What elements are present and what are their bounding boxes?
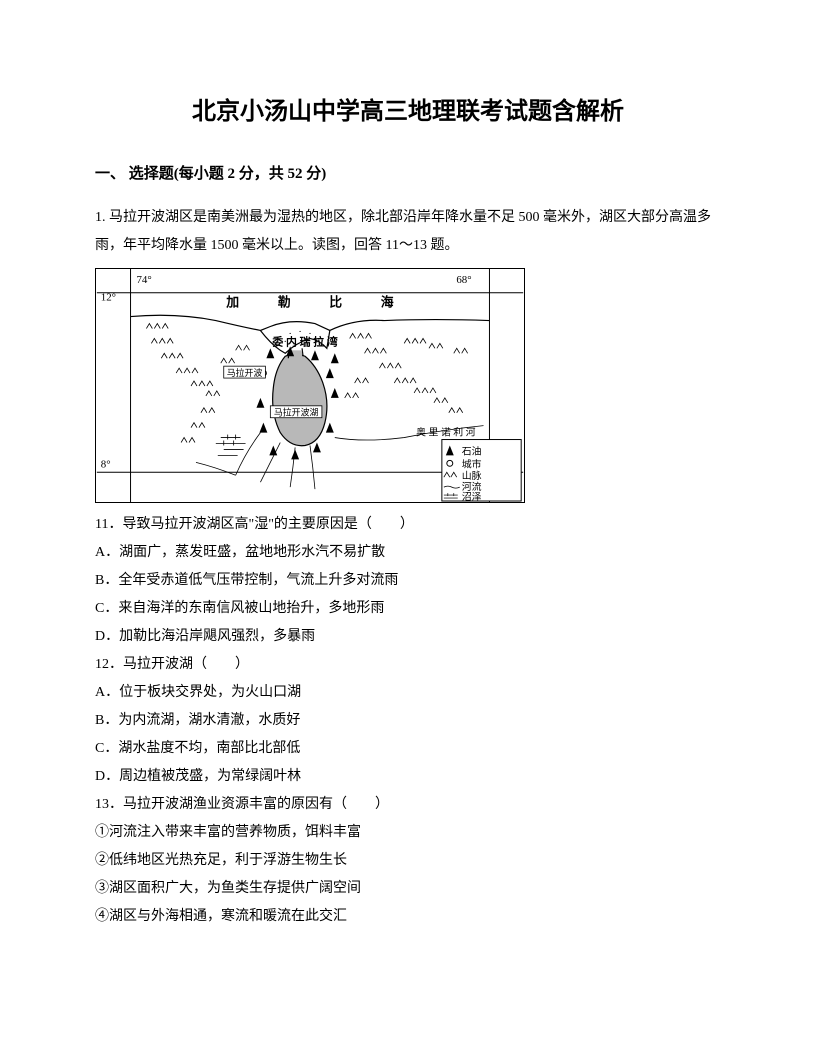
q13-sub-3: ③湖区面积广大，为鱼类生存提供广阔空间 [95, 875, 721, 903]
q13-sub-4: ④湖区与外海相通，寒流和暖流在此交汇 [95, 903, 721, 931]
legend-box [442, 440, 521, 501]
svg-text:城市: 城市 [462, 457, 482, 470]
lon-left: 74° [136, 274, 151, 286]
q11-option-b: B．全年受赤道低气压带控制，气流上升多对流雨 [95, 567, 721, 595]
q13-stem: 13．马拉开波湖渔业资源丰富的原因有（ ） [95, 791, 721, 819]
svg-text:山脉: 山脉 [462, 469, 482, 482]
q11-option-d: D．加勒比海沿岸飓风强烈，多暴雨 [95, 623, 721, 651]
lat-top: 12° [101, 292, 116, 304]
city-label: 马拉开波 [227, 367, 263, 378]
bay-label: 委 内 瑞 拉 湾 [271, 335, 337, 349]
section-header: 一、 选择题(每小题 2 分，共 52 分) [95, 161, 721, 188]
q11-stem: 11．导致马拉开波湖区高"湿"的主要原因是（ ） [95, 511, 721, 539]
q11-option-a: A．湖面广，蒸发旺盛，盆地地形水汽不易扩散 [95, 539, 721, 567]
q12-option-a: A．位于板块交界处，为火山口湖 [95, 679, 721, 707]
q13-sub-2: ②低纬地区光热充足，利于浮游生物生长 [95, 847, 721, 875]
q12-stem: 12．马拉开波湖（ ） [95, 651, 721, 679]
q12-option-b: B．为内流湖，湖水清澈，水质好 [95, 707, 721, 735]
q12-option-c: C．湖水盐度不均，南部比北部低 [95, 735, 721, 763]
map-svg: 74° 68° 12° 8° 加 勒 比 海 委 内 瑞 拉 湾 马拉开波 马拉… [95, 268, 525, 503]
lon-right: 68° [456, 274, 471, 286]
lat-bottom: 8° [101, 458, 111, 470]
question-intro: 1. 马拉开波湖区是南美洲最为湿热的地区，除北部沿岸年降水量不足 500 毫米外… [95, 204, 721, 260]
svg-text:石油: 石油 [462, 445, 482, 458]
q12-option-d: D．周边植被茂盛，为常绿阔叶林 [95, 763, 721, 791]
lake-label: 马拉开波湖 [274, 407, 319, 418]
river-label: 奥 里 诺 利 河 [416, 426, 476, 439]
q11-option-c: C．来自海洋的东南信风被山地抬升，多地形雨 [95, 595, 721, 623]
page-title: 北京小汤山中学高三地理联考试题含解析 [95, 90, 721, 133]
sea-label: 加 勒 比 海 [225, 295, 394, 310]
svg-text:沼泽: 沼泽 [462, 490, 482, 503]
map-figure: 74° 68° 12° 8° 加 勒 比 海 委 内 瑞 拉 湾 马拉开波 马拉… [95, 268, 721, 503]
q13-sub-1: ①河流注入带来丰富的营养物质，饵料丰富 [95, 819, 721, 847]
